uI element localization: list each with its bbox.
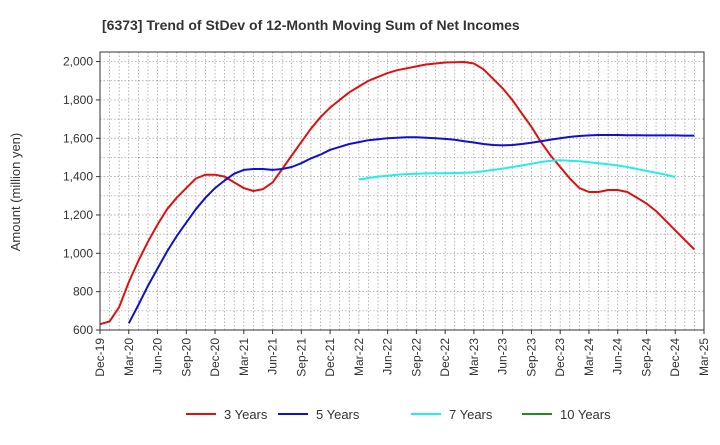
x-tick-label: Dec-23 (553, 338, 567, 377)
x-tick-label: Jun-23 (496, 338, 510, 375)
y-tick-label: 1,400 (63, 170, 93, 184)
legend-label-7-years: 7 Years (449, 407, 493, 422)
series-line-7-years (358, 159, 676, 181)
series-line-3-years (99, 61, 696, 326)
legend-label-5-years: 5 Years (316, 407, 360, 422)
y-tick-label: 1,200 (63, 208, 93, 222)
axes: 600 800 1,000 1,200 1,400 1,600 1,800 2,000 Dec-… (63, 51, 711, 377)
x-tick-label: Dec-22 (438, 338, 452, 377)
x-tick-label: Mar-24 (582, 338, 596, 376)
x-tick-label: Sep-21 (294, 338, 308, 377)
x-tick-label: Mar-21 (237, 338, 251, 376)
legend-label-3-years: 3 Years (224, 407, 268, 422)
x-tick-label: Mar-23 (467, 338, 481, 376)
series-line-5-years (127, 134, 695, 324)
x-tick-label: Jun-22 (381, 338, 395, 375)
y-tick-label: 600 (73, 323, 93, 337)
x-tick-label: Sep-20 (179, 338, 193, 377)
series-lines (99, 61, 696, 326)
plot-frame (99, 51, 705, 331)
y-axis-label: Amount (million yen) (8, 133, 23, 252)
x-tick-label: Dec-24 (668, 338, 682, 377)
x-tick-label: Dec-21 (323, 338, 337, 377)
x-tick-label: Dec-20 (208, 338, 222, 377)
y-tick-label: 1,000 (63, 246, 93, 260)
y-tick-label: 2,000 (63, 55, 93, 69)
y-tick-label: 800 (73, 285, 93, 299)
x-tick-label: Mar-22 (352, 338, 366, 376)
chart-title: [6373] Trend of StDev of 12-Month Moving… (102, 17, 520, 33)
x-tick-label: Jun-21 (266, 338, 280, 375)
legend: 3 Years 5 Years 7 Years 10 Years (186, 407, 611, 422)
x-tick-label: Dec-19 (93, 338, 107, 377)
x-tick-label: Sep-23 (524, 338, 538, 377)
legend-label-10-years: 10 Years (560, 407, 611, 422)
x-tick-label: Jun-24 (611, 338, 625, 375)
x-tick-label: Jun-20 (151, 338, 165, 375)
x-tick-label: Mar-25 (697, 338, 711, 376)
y-tick-label: 1,800 (63, 93, 93, 107)
x-tick-label: Mar-20 (122, 338, 136, 376)
grid (99, 52, 705, 331)
x-tick-label: Sep-22 (409, 338, 423, 377)
y-tick-label: 1,600 (63, 131, 93, 145)
x-tick-label: Sep-24 (639, 338, 653, 377)
